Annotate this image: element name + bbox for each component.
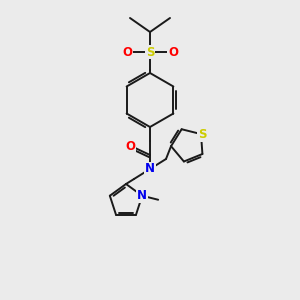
Text: S: S xyxy=(198,128,206,141)
Text: O: O xyxy=(122,46,132,59)
Text: S: S xyxy=(146,46,154,59)
Text: O: O xyxy=(168,46,178,59)
Text: N: N xyxy=(145,163,155,176)
Text: O: O xyxy=(125,140,135,154)
Text: N: N xyxy=(137,189,147,202)
